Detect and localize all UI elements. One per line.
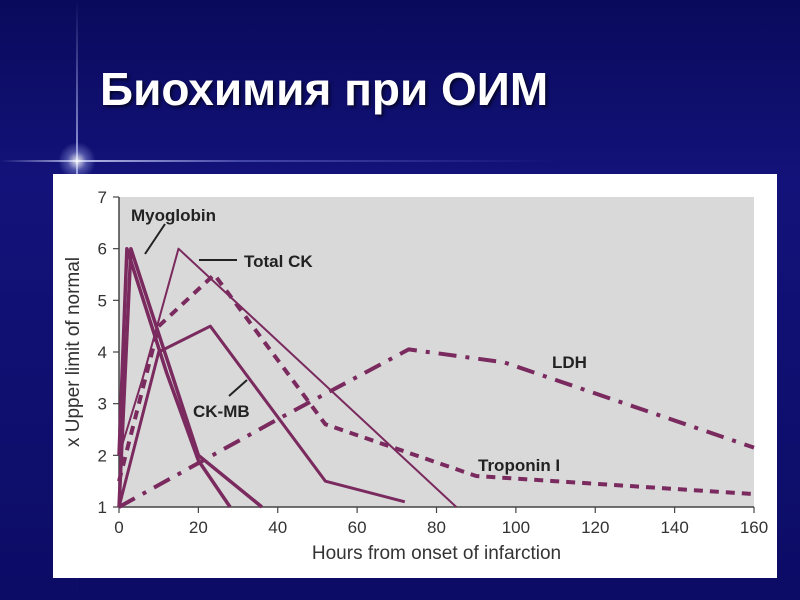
x-tick-label: 20	[189, 518, 208, 537]
myoglobin-line	[117, 246, 264, 509]
total-ck-label: Total CK	[244, 252, 313, 271]
plot-area	[119, 197, 754, 507]
y-tick-label: 1	[98, 498, 107, 517]
series-layer	[117, 246, 755, 509]
slide-title: Биохимия при ОИМ	[100, 63, 549, 115]
decorative-horizontal-line	[0, 160, 800, 162]
x-axis-label: Hours from onset of infarction	[312, 543, 561, 564]
y-tick-label: 6	[98, 240, 107, 259]
ldh-line	[118, 347, 755, 509]
y-tick-label: 4	[98, 343, 107, 362]
ck-mb-line	[117, 324, 406, 508]
myoglobin-line-b	[117, 246, 232, 508]
x-tick-label: 140	[660, 518, 688, 537]
y-tick-label: 7	[98, 188, 107, 207]
ck-mb-leader-line	[228, 379, 248, 397]
y-tick-label: 2	[98, 446, 107, 465]
x-tick-label: 120	[581, 518, 609, 537]
myoglobin-label: Myoglobin	[131, 206, 216, 225]
ck-mb-label: CK-MB	[193, 402, 250, 421]
y-tick-label: 3	[98, 395, 107, 414]
total-ck-line	[118, 247, 457, 508]
x-tick-label: 160	[740, 518, 768, 537]
x-tick-label: 100	[502, 518, 530, 537]
troponin-i-label: Troponin I	[478, 456, 560, 475]
axes: 1 2 3 4 5 6 7 0 20 40 60 80 100 120 140 160	[98, 188, 769, 537]
decorative-star-glow	[58, 142, 96, 180]
x-tick-label: 80	[427, 518, 446, 537]
labels-layer: Myoglobin Total CK CK-MB Troponin I LDH	[131, 206, 587, 475]
myoglobin-leader-line	[144, 223, 166, 255]
x-tick-label: 40	[268, 518, 287, 537]
x-tick-label: 60	[348, 518, 367, 537]
troponin-i-line	[117, 272, 755, 497]
x-tick-label: 0	[114, 518, 123, 537]
chart-card: 1 2 3 4 5 6 7 0 20 40 60 80 100 120 140 160 Myoglobin To…	[53, 174, 777, 578]
y-axis-label: x Upper limit of normal	[63, 257, 84, 447]
y-tick-label: 5	[98, 291, 107, 310]
line-chart: 1 2 3 4 5 6 7 0 20 40 60 80 100 120 140 160 Myoglobin To…	[63, 188, 769, 564]
ldh-label: LDH	[552, 353, 587, 372]
